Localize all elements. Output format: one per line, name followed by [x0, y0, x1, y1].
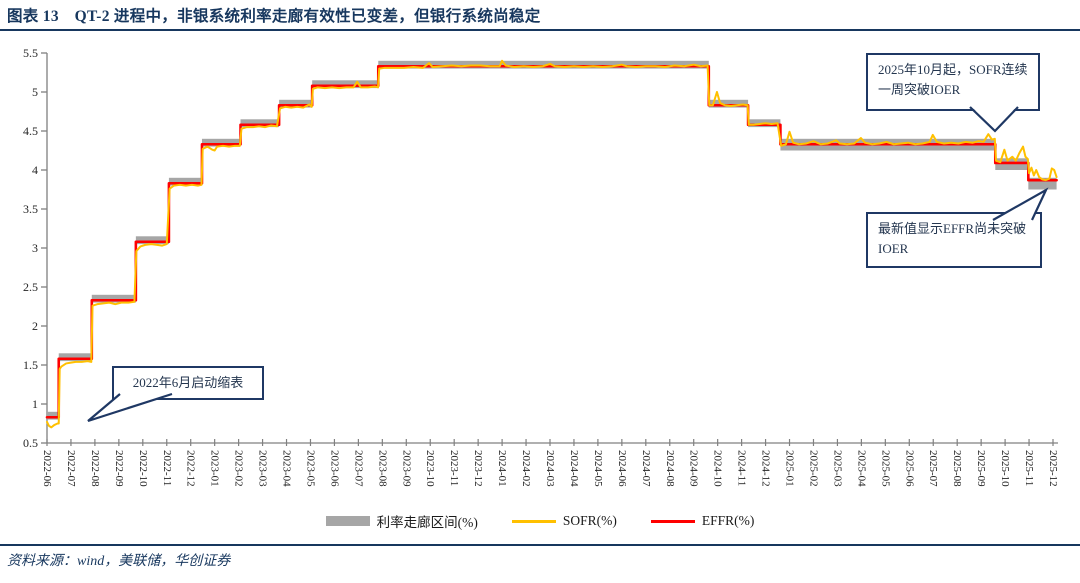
svg-text:2025-02: 2025-02 — [807, 450, 819, 487]
svg-text:2023-05: 2023-05 — [304, 450, 316, 487]
svg-text:2025-10: 2025-10 — [999, 450, 1011, 487]
svg-text:3.5: 3.5 — [23, 202, 38, 216]
svg-text:2024-01: 2024-01 — [496, 450, 508, 487]
svg-text:2024-12: 2024-12 — [760, 450, 772, 487]
svg-text:2023-07: 2023-07 — [352, 450, 364, 487]
svg-text:2025-09: 2025-09 — [975, 450, 987, 487]
svg-text:5.5: 5.5 — [23, 46, 38, 60]
legend-label-effr: EFFR(%) — [701, 513, 755, 528]
y-axis: 0.5 1 1.5 2 2.5 3 3.5 4 4.5 5 5.5 — [23, 46, 48, 450]
svg-text:2025-03: 2025-03 — [831, 450, 843, 487]
svg-text:2024-10: 2024-10 — [712, 450, 724, 487]
svg-text:2025-04: 2025-04 — [855, 450, 867, 487]
svg-text:2024-06: 2024-06 — [616, 450, 628, 487]
svg-text:2023-12: 2023-12 — [472, 450, 484, 487]
source-note: 资料来源：wind，美联储，华创证券 — [7, 554, 231, 569]
svg-text:2023-04: 2023-04 — [281, 450, 293, 487]
svg-text:2022-08: 2022-08 — [89, 450, 101, 487]
svg-text:2023-02: 2023-02 — [233, 450, 245, 487]
svg-text:2024-07: 2024-07 — [640, 450, 652, 487]
svg-text:2023-06: 2023-06 — [328, 450, 340, 487]
svg-text:1: 1 — [32, 397, 38, 411]
svg-text:2023-08: 2023-08 — [376, 450, 388, 487]
corridor-band-swatch-icon — [325, 516, 370, 526]
svg-text:2024-04: 2024-04 — [568, 450, 580, 487]
svg-text:2024-09: 2024-09 — [688, 450, 700, 487]
effr-line-series — [45, 64, 1058, 419]
svg-text:5: 5 — [32, 85, 38, 99]
figure-title: 图表 13 QT-2 进程中，非银系统利率走廊有效性已变差，但银行系统尚稳定 — [7, 8, 541, 25]
svg-text:2024-05: 2024-05 — [592, 450, 604, 487]
svg-text:3: 3 — [32, 241, 38, 255]
svg-text:1.5: 1.5 — [23, 358, 38, 372]
svg-text:2023-03: 2023-03 — [257, 450, 269, 487]
svg-text:2022-09: 2022-09 — [113, 450, 125, 487]
legend-item-sofr: SOFR(%) — [511, 513, 617, 529]
sofr-line-swatch-icon — [511, 519, 556, 523]
sofr-line-series — [46, 59, 1058, 429]
chart-svg: 0.511.522.533.544.555.5 2022-06 2022-07 20… — [23, 46, 1059, 487]
callout-qt-start: 2022年6月启动缩表 — [112, 366, 264, 400]
svg-text:2.5: 2.5 — [23, 280, 38, 294]
svg-text:2025-12: 2025-12 — [1047, 450, 1059, 487]
svg-text:2: 2 — [32, 319, 38, 333]
legend-label-sofr: SOFR(%) — [562, 513, 617, 528]
legend-item-effr: EFFR(%) — [650, 513, 755, 529]
svg-text:2022-06: 2022-06 — [41, 450, 53, 487]
x-axis: 2022-06 2022-07 2022-08 2022-09 2022-10 2022-… — [41, 439, 1059, 487]
svg-text:2024-08: 2024-08 — [664, 450, 676, 487]
svg-text:2023-10: 2023-10 — [424, 450, 436, 487]
callout-qt-start-text: 2022年6月启动缩表 — [132, 375, 244, 391]
svg-text:4: 4 — [32, 163, 38, 177]
svg-text:2025-08: 2025-08 — [951, 450, 963, 487]
svg-text:2023-09: 2023-09 — [400, 450, 412, 487]
callout-sofr-breaks-ioer: 2025年10月起，SOFR连续一周突破IOER — [866, 53, 1040, 111]
svg-text:2022-10: 2022-10 — [137, 450, 149, 487]
chart-legend: 利率走廊区间(%) SOFR(%) EFFR(%) — [0, 511, 1080, 531]
svg-text:2022-12: 2022-12 — [185, 450, 197, 487]
svg-text:0.5: 0.5 — [23, 436, 38, 450]
source-divider — [0, 544, 1080, 546]
svg-text:4.5: 4.5 — [23, 124, 38, 138]
svg-text:2025-07: 2025-07 — [927, 450, 939, 487]
svg-text:2023-11: 2023-11 — [448, 450, 460, 486]
callout-sofr-breaks-ioer-text: 2025年10月起，SOFR连续一周突破IOER — [878, 62, 1028, 97]
svg-text:2022-11: 2022-11 — [161, 450, 173, 486]
svg-text:2024-02: 2024-02 — [520, 450, 532, 487]
svg-text:2023-01: 2023-01 — [209, 450, 221, 487]
svg-text:2025-05: 2025-05 — [879, 450, 891, 487]
svg-text:2022-07: 2022-07 — [65, 450, 77, 487]
callout-effr-not-break-text: 最新值显示EFFR尚未突破IOER — [878, 221, 1027, 256]
effr-line-swatch-icon — [650, 519, 695, 523]
svg-text:2024-03: 2024-03 — [544, 450, 556, 487]
svg-text:2025-06: 2025-06 — [903, 450, 915, 487]
title-divider — [0, 29, 1080, 31]
legend-label-corridor: 利率走廊区间(%) — [376, 515, 478, 530]
svg-text:2024-11: 2024-11 — [736, 450, 748, 486]
legend-item-corridor: 利率走廊区间(%) — [325, 511, 478, 531]
callout-effr-not-break: 最新值显示EFFR尚未突破IOER — [866, 212, 1042, 268]
svg-text:2025-01: 2025-01 — [784, 450, 796, 487]
svg-text:2025-11: 2025-11 — [1023, 450, 1035, 486]
